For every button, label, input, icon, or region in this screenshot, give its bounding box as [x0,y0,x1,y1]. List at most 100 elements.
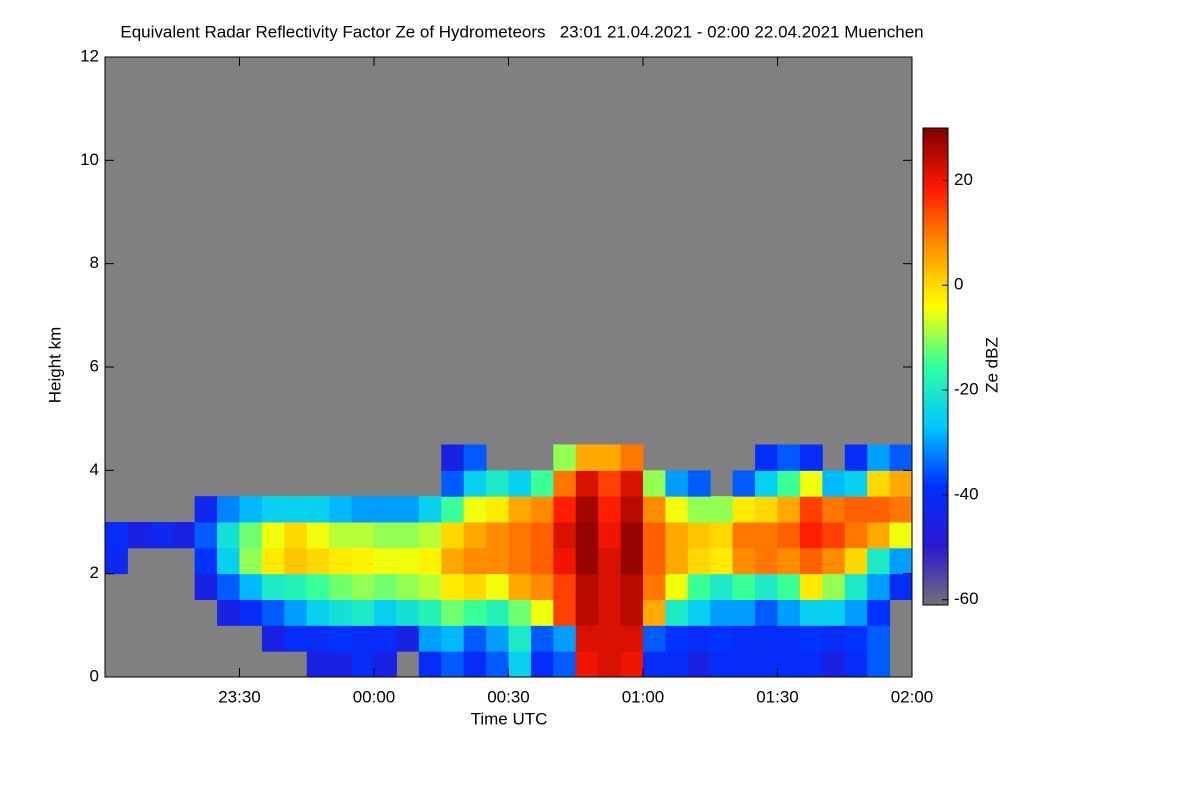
y-axis-label: Height km [45,327,64,404]
heatmap-cell [508,625,532,652]
heatmap-cell [396,599,420,626]
heatmap-cell [822,547,846,575]
heatmap-cell [463,444,487,471]
heatmap-cell [799,522,823,549]
heatmap-cell [665,522,689,549]
heatmap-cell [777,625,801,652]
heatmap-cell [261,573,285,600]
heatmap-cell [329,496,353,523]
heatmap-cell [418,599,442,626]
heatmap-cell [732,547,756,575]
heatmap-cell [441,547,465,575]
heatmap-cell [643,573,666,600]
heatmap-cell [755,444,778,471]
heatmap-cell [777,573,801,600]
heatmap-cell [284,496,308,523]
heatmap-cell [665,573,689,600]
heatmap-cell [441,522,465,549]
heatmap-cell [351,522,375,549]
heatmap-cell [732,496,756,523]
heatmap-cell [889,496,913,523]
heatmap-cell [822,573,846,600]
heatmap-cell [239,496,263,523]
heatmap-cell [486,599,509,626]
heatmap-cell [687,599,711,626]
x-tick-label: 01:00 [622,687,665,706]
heatmap-cell [239,599,263,626]
heatmap-cell [194,496,218,523]
heatmap-cell [732,470,756,497]
heatmap-cell [194,547,218,575]
heatmap-cell [867,522,891,549]
heatmap-cell [261,522,285,549]
heatmap-cell [396,496,420,523]
heatmap-cell [418,625,442,652]
heatmap-cell [755,470,778,497]
heatmap-cell [643,599,666,626]
heatmap-cell [889,444,913,471]
heatmap-cell [575,522,599,549]
heatmap-cell [643,496,666,523]
heatmap-cell [508,599,532,626]
heatmap-cell [620,651,644,678]
heatmap-cell [418,651,442,678]
heatmap-cell [755,625,778,652]
heatmap-cell [665,496,689,523]
heatmap-cell [620,547,644,575]
heatmap-cell [463,470,487,497]
heatmap-cell [575,651,599,678]
heatmap-cell [418,522,442,549]
heatmap-cell [374,599,397,626]
heatmap-cell [575,625,599,652]
heatmap-cell [844,522,868,549]
y-tick-label: 2 [90,563,99,582]
heatmap-cell [553,444,577,471]
heatmap-cell [598,599,622,626]
heatmap-cell [172,522,196,549]
heatmap-cell [261,496,285,523]
heatmap-cell [620,470,644,497]
heatmap-cell [889,470,913,497]
heatmap-cell [530,496,554,523]
heatmap-cell [351,651,375,678]
heatmap-cell [665,625,689,652]
heatmap-cell [396,522,420,549]
heatmap-cell [620,522,644,549]
y-tick-label: 0 [90,666,99,685]
heatmap-cell [508,470,532,497]
colorbar-tick-label: -60 [954,589,979,608]
heatmap-cell [598,651,622,678]
heatmap-cell [710,573,734,600]
heatmap-cell [306,522,330,549]
heatmap-cell [844,444,868,471]
heatmap-cell [643,625,666,652]
heatmap-cell [575,496,599,523]
heatmap-cell [351,573,375,600]
heatmap-cell [755,651,778,678]
heatmap-cell [306,625,330,652]
heatmap-cell [822,470,846,497]
heatmap-cell [261,547,285,575]
heatmap-cell [620,625,644,652]
heatmap-cell [844,651,868,678]
heatmap-cell [575,444,599,471]
heatmap-cell [867,625,891,652]
heatmap-cell [530,599,554,626]
heatmap-cell [239,547,263,575]
heatmap-cell [418,547,442,575]
heatmap-cell [598,496,622,523]
heatmap-cell [441,599,465,626]
colorbar-tick-label: 0 [954,275,963,294]
heatmap-cell [374,547,397,575]
heatmap-cell [844,625,868,652]
heatmap-cell [508,522,532,549]
heatmap-cell [329,625,353,652]
heatmap-cell [755,522,778,549]
heatmap-cell [351,599,375,626]
heatmap-cell [463,625,487,652]
heatmap-cell [284,625,308,652]
heatmap-cell [441,573,465,600]
heatmap-cell [799,444,823,471]
x-tick-label: 02:00 [891,687,934,706]
